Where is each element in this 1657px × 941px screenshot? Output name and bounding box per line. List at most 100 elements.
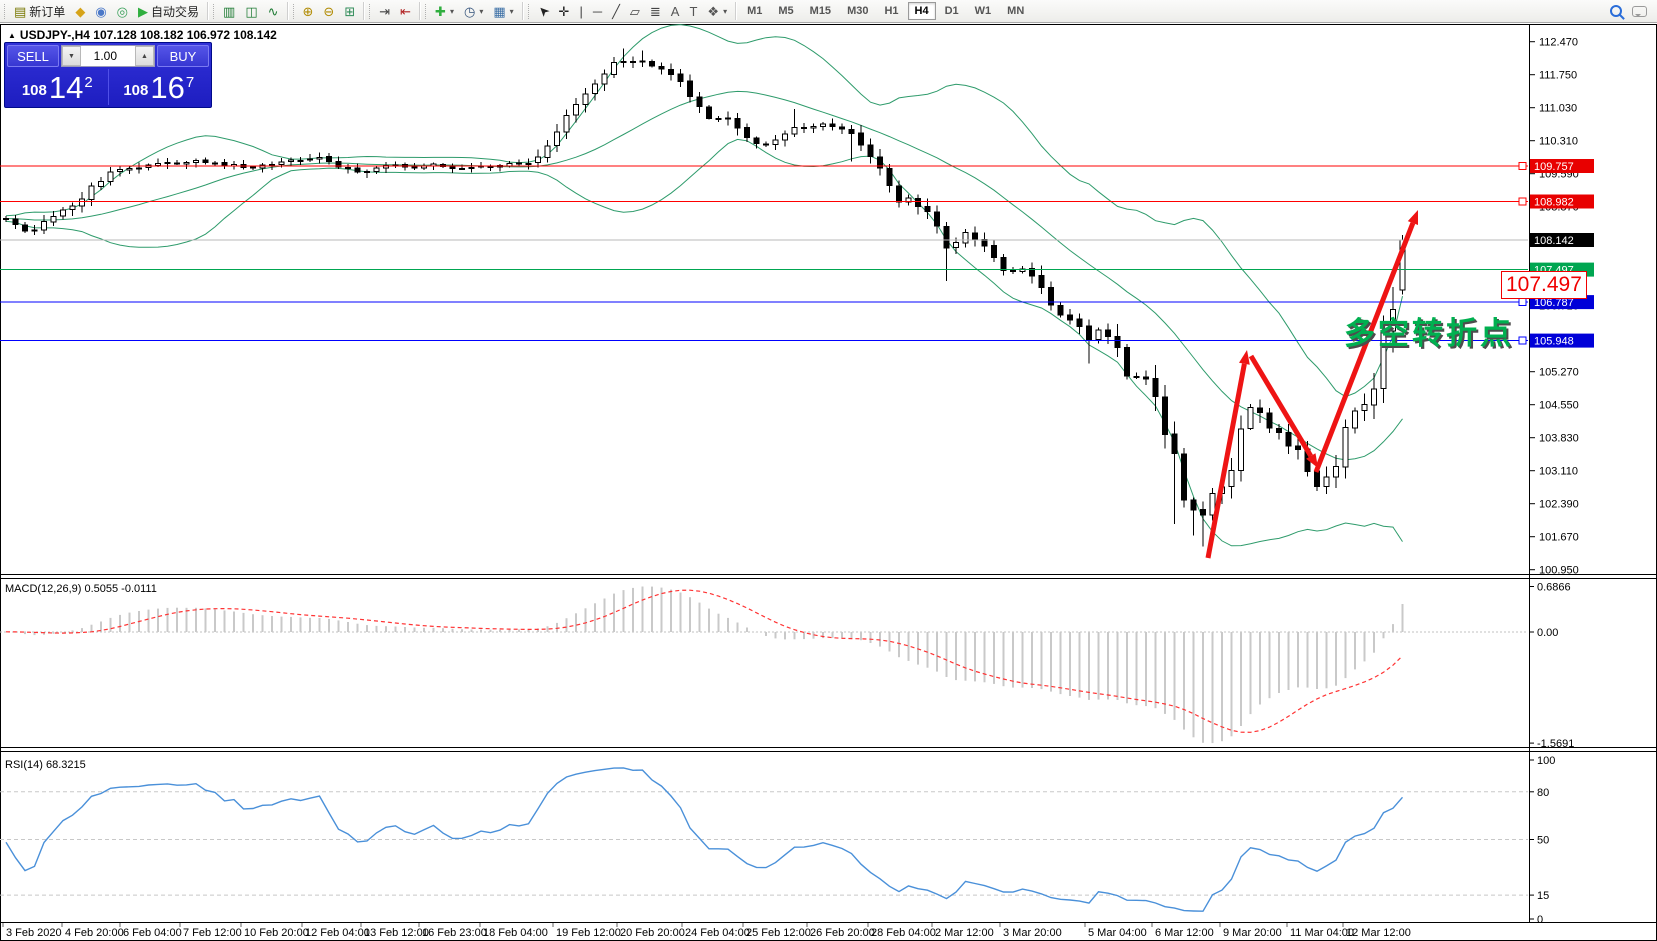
timeframe-w1-button[interactable]: W1 [974, 5, 992, 17]
crosshair-icon: ✛ [558, 3, 570, 19]
svg-text:12 Feb 04:00: 12 Feb 04:00 [305, 927, 370, 939]
equidistant-channel-button[interactable]: ▱ [625, 0, 645, 22]
buy-price-base: 108 [123, 82, 149, 99]
dropdown-caret-icon[interactable]: ▾ [723, 6, 728, 16]
timeframe-h4-button[interactable]: H4 [907, 2, 936, 20]
candlestick-chart-button[interactable]: ◫ [240, 0, 262, 22]
svg-text:3 Feb 2020: 3 Feb 2020 [6, 927, 62, 939]
buy-button[interactable]: BUY [157, 45, 209, 67]
svg-text:20 Feb 20:00: 20 Feb 20:00 [620, 927, 685, 939]
buy-price[interactable]: 108 16 7 [109, 69, 210, 105]
auto-scroll-button[interactable]: ⇤ [395, 0, 416, 22]
timeframe-mn-button[interactable]: MN [1007, 5, 1025, 17]
arrows-button[interactable]: ❖ ▾ [702, 0, 732, 22]
vertical-line-button[interactable]: | [574, 0, 587, 22]
depth-of-market-button[interactable]: ◆ [70, 0, 90, 22]
periods-button[interactable]: ◷ ▾ [459, 0, 488, 22]
equidistant-channel-icon: ▱ [629, 3, 640, 19]
chart-window: 100.950 101.670 102.390 103.110 103.830 104.5… [0, 24, 1657, 941]
svg-text:0: 0 [1537, 914, 1543, 926]
time-scale[interactable]: 3 Feb 2020 4 Feb 20:00 6 Feb 04:00 7 Feb 12… [2, 923, 1411, 939]
horizontal-line-icon: ─ [592, 3, 603, 19]
svg-text:9 Mar 20:00: 9 Mar 20:00 [1223, 927, 1282, 939]
timeframe-m5-button[interactable]: M5 [778, 5, 794, 17]
text-button[interactable]: A [666, 0, 685, 22]
zoom-in-button[interactable]: ⊕ [298, 0, 319, 22]
svg-text:108.142: 108.142 [1534, 235, 1574, 247]
new-order-button[interactable]: ▤ 新订单 [9, 0, 70, 22]
text-label-icon: T [689, 3, 698, 19]
volume-input[interactable]: 1.00 [93, 49, 117, 63]
indicators-button[interactable]: ✚ ▾ [430, 0, 459, 22]
toolbar-grip[interactable] [527, 3, 529, 19]
vertical-line-icon: | [579, 3, 583, 19]
community-button[interactable]: ◉ [90, 0, 111, 22]
dropdown-caret-icon[interactable]: ▾ [449, 6, 454, 16]
toolbar-grip[interactable] [4, 3, 5, 19]
signals-icon: ◎ [116, 3, 128, 19]
svg-text:100: 100 [1537, 755, 1555, 767]
bar-chart-button[interactable]: ▥ [218, 0, 240, 22]
toolbar-separator [363, 2, 365, 20]
svg-text:50: 50 [1537, 835, 1549, 847]
toolbar-grip[interactable] [369, 3, 371, 19]
cursor-button[interactable]: ➤ [533, 0, 554, 22]
zoom-out-button[interactable]: ⊖ [318, 0, 339, 22]
fibonacci-button[interactable]: ≣ [645, 0, 666, 22]
cursor-icon: ➤ [533, 1, 553, 21]
templates-button[interactable]: ▦ ▾ [488, 0, 518, 22]
svg-text:2 Mar 12:00: 2 Mar 12:00 [935, 927, 994, 939]
dropdown-caret-icon[interactable]: ▾ [479, 6, 484, 16]
svg-text:0.00: 0.00 [1537, 627, 1558, 639]
chart-shift-button[interactable]: ⇥ [374, 0, 395, 22]
svg-text:4 Feb 20:00: 4 Feb 20:00 [65, 927, 124, 939]
new-order-icon: ▤ [14, 3, 27, 19]
search-icon[interactable] [1610, 5, 1622, 17]
chart-shift-icon: ⇥ [379, 3, 391, 19]
timeframe-d1-button[interactable]: D1 [944, 5, 959, 17]
price-callout-label: 107.497 [1501, 271, 1587, 299]
tile-windows-button[interactable]: ⊞ [339, 0, 360, 22]
trendline-button[interactable]: ╱ [607, 0, 625, 22]
dropdown-caret-icon[interactable]: ▾ [509, 6, 514, 16]
svg-text:16 Feb 23:00: 16 Feb 23:00 [422, 927, 487, 939]
turning-point-annotation: 多空转折点 [1344, 316, 1514, 351]
collapse-triangle-icon[interactable]: ▲ [8, 31, 16, 40]
timeframe-m30-button[interactable]: M30 [847, 5, 869, 17]
toolbar-grip[interactable] [425, 3, 427, 19]
volume-up-button[interactable]: ▲ [135, 46, 154, 66]
horizontal-line-button[interactable]: ─ [588, 0, 607, 22]
svg-text:102.390: 102.390 [1539, 499, 1579, 511]
price-scale[interactable]: 100.950 101.670 102.390 103.110 103.830 104.5… [1530, 37, 1594, 926]
auto-trading-button[interactable]: ▶ 自动交易 [133, 0, 204, 22]
bar-chart-icon: ▥ [223, 3, 236, 19]
svg-text:5 Mar 04:00: 5 Mar 04:00 [1088, 927, 1147, 939]
svg-text:24 Feb 04:00: 24 Feb 04:00 [685, 927, 750, 939]
svg-text:112.470: 112.470 [1539, 37, 1578, 49]
signals-button[interactable]: ◎ [112, 0, 133, 22]
timeframe-h1-button[interactable]: H1 [884, 5, 899, 17]
chat-icon[interactable] [1632, 5, 1647, 17]
svg-text:13 Feb 12:00: 13 Feb 12:00 [364, 927, 429, 939]
candlestick-chart-icon: ◫ [245, 3, 258, 19]
chart-canvas[interactable]: 100.950 101.670 102.390 103.110 103.830 104.5… [0, 24, 1657, 941]
sell-button[interactable]: SELL [7, 45, 59, 67]
toolbar-grip[interactable] [292, 3, 294, 19]
timeframe-m15-button[interactable]: M15 [809, 5, 832, 17]
new-order-label: 新订单 [29, 4, 66, 19]
volume-down-button[interactable]: ▼ [62, 46, 81, 66]
timeframe-m1-button[interactable]: M1 [747, 5, 763, 17]
auto-trading-label: 自动交易 [151, 4, 200, 19]
fibonacci-icon: ≣ [649, 3, 661, 19]
svg-text:28 Feb 04:00: 28 Feb 04:00 [871, 927, 936, 939]
svg-text:19 Feb 12:00: 19 Feb 12:00 [556, 927, 621, 939]
text-label-button[interactable]: T [684, 0, 702, 22]
line-chart-button[interactable]: ∿ [263, 0, 284, 22]
auto-scroll-icon: ⇤ [400, 3, 412, 19]
crosshair-button[interactable]: ✛ [554, 0, 575, 22]
toolbar-grip[interactable] [213, 3, 215, 19]
sell-price[interactable]: 108 14 2 [7, 69, 109, 105]
macd-indicator-label: MACD(12,26,9) 0.5055 -0.0111 [5, 583, 157, 595]
svg-text:103.830: 103.830 [1539, 433, 1579, 445]
